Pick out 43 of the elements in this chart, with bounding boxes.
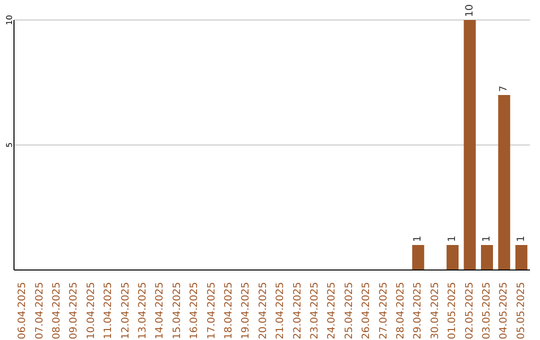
- x-tick-label: 25.04.2025: [344, 282, 355, 340]
- bar: [515, 245, 528, 270]
- x-tick-label: 13.04.2025: [138, 282, 148, 340]
- data-label: 10: [464, 4, 476, 17]
- x-tick-label: 24.04.2025: [326, 282, 338, 340]
- bar: [464, 20, 476, 270]
- data-label: 1: [447, 236, 458, 242]
- x-tick-label: 03.05.2025: [482, 282, 492, 340]
- x-tick-label: 08.04.2025: [52, 282, 62, 340]
- x-tick-label: 23.04.2025: [310, 282, 320, 340]
- x-tick-label: 18.04.2025: [224, 282, 234, 340]
- x-tick-label: 07.04.2025: [34, 282, 46, 340]
- x-tick-label: 02.05.2025: [464, 282, 476, 340]
- bar: [446, 245, 459, 270]
- bar: [498, 95, 510, 270]
- bar: [480, 245, 493, 270]
- x-tick-label: 05.05.2025: [516, 282, 527, 340]
- data-label: 7: [498, 86, 510, 92]
- x-tick-label: 15.04.2025: [172, 282, 183, 340]
- x-tick-label: 20.04.2025: [258, 282, 269, 340]
- x-tick-label: 06.04.2025: [17, 282, 28, 340]
- x-tick-label: 01.05.2025: [447, 282, 458, 340]
- x-tick-label: 16.04.2025: [189, 282, 200, 340]
- x-tick-label: 17.04.2025: [206, 282, 218, 340]
- bar: [412, 245, 424, 270]
- x-tick-label: 28.04.2025: [396, 282, 406, 340]
- data-label: 1: [412, 236, 424, 242]
- x-tick-label: 19.04.2025: [240, 282, 252, 340]
- x-tick-label: 11.04.2025: [103, 282, 114, 340]
- data-label: 1: [516, 236, 527, 242]
- y-tick-label: 5: [5, 142, 14, 148]
- x-tick-label: 14.04.2025: [154, 282, 166, 340]
- x-tick-label: 04.05.2025: [498, 282, 510, 340]
- x-tick-label: 29.04.2025: [412, 282, 424, 340]
- x-tick-label: 26.04.2025: [361, 282, 372, 340]
- x-tick-label: 10.04.2025: [86, 282, 97, 340]
- x-tick-label: 09.04.2025: [68, 282, 80, 340]
- x-tick-label: 27.04.2025: [378, 282, 390, 340]
- x-tick-label: 21.04.2025: [275, 282, 286, 340]
- data-label: 1: [481, 236, 492, 242]
- x-tick-label: 12.04.2025: [120, 282, 132, 340]
- x-tick-label: 22.04.2025: [292, 282, 304, 340]
- x-tick-label: 30.04.2025: [430, 282, 441, 340]
